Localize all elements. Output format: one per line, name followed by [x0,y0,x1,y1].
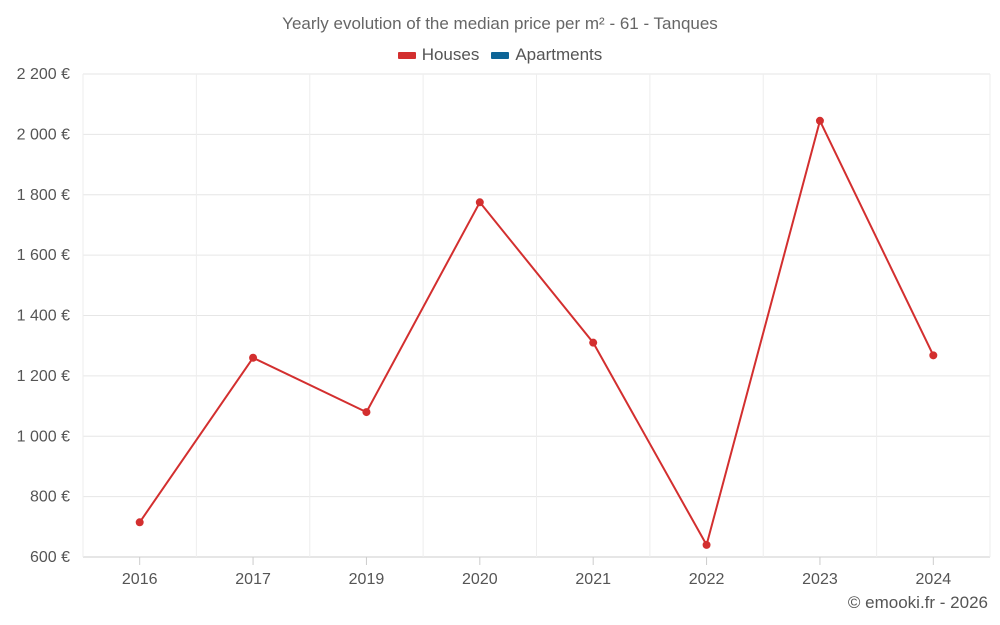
data-point-houses [135,518,144,527]
y-tick-label: 1 800 € [17,187,70,204]
y-tick-label: 1 000 € [17,428,70,445]
chart-title: Yearly evolution of the median price per… [282,14,718,33]
legend: Houses Apartments [0,45,1000,65]
y-axis: 600 € 800 € 1 000 € 1 200 € 1 400 € 1 600 € 1 … [17,66,70,566]
credit-text: © emooki.fr - 2026 [847,593,988,612]
data-point-houses [589,338,598,347]
y-tick-label: 1 400 € [17,308,70,325]
x-tick-label: 2017 [235,571,271,588]
x-tick-label: 2020 [462,571,498,588]
x-axis: 2016 2017 2019 2020 2021 2022 2023 2024 [122,557,951,588]
y-tick-label: 2 000 € [17,126,70,143]
series-layer [135,116,938,549]
grid-lines [82,73,991,558]
data-point-houses [815,116,824,125]
legend-swatch-apartments [491,51,510,59]
data-point-houses [475,198,484,207]
legend-label-houses: Houses [421,45,480,64]
y-tick-label: 800 € [30,489,70,506]
legend-swatch-houses [397,51,416,59]
data-point-houses [362,408,371,417]
data-point-houses [249,353,258,362]
x-tick-label: 2016 [122,571,158,588]
legend-item-apartments[interactable]: Apartments [491,45,602,65]
x-tick-label: 2023 [802,571,838,588]
x-tick-label: 2019 [349,571,385,588]
data-point-houses [702,540,711,549]
y-tick-label: 1 600 € [17,247,70,264]
legend-item-houses[interactable]: Houses [397,45,480,65]
series-line-houses [138,119,935,546]
y-tick-label: 600 € [30,549,70,566]
y-tick-label: 2 200 € [17,66,70,83]
legend-label-apartments: Apartments [515,45,603,64]
data-point-houses [929,351,938,360]
y-tick-label: 1 200 € [17,368,70,385]
x-tick-label: 2024 [916,571,952,588]
x-tick-label: 2022 [689,571,725,588]
x-tick-label: 2021 [575,571,611,588]
